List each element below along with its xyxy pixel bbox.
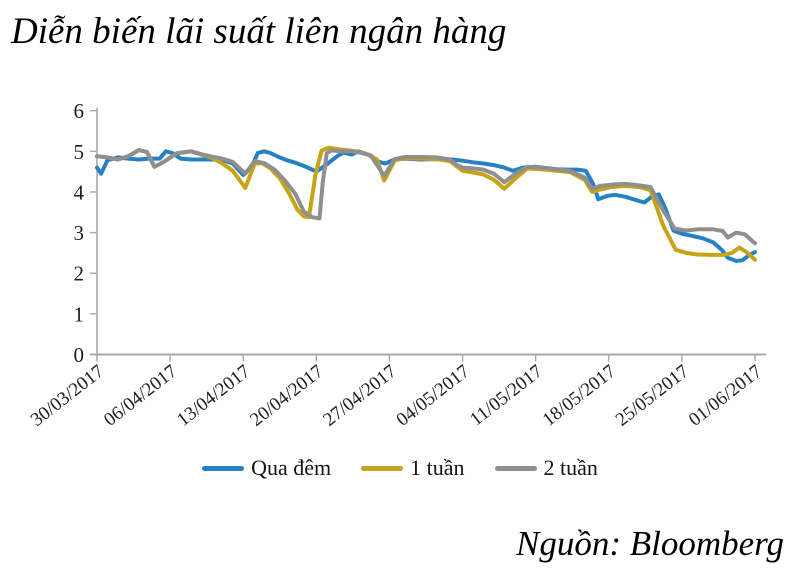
- chart-title: Diễn biến lãi suất liên ngân hàng: [11, 11, 507, 52]
- legend-swatch-2-tuan: [494, 465, 537, 471]
- series-line-2-tuan: [95, 148, 757, 246]
- x-tick-label: 18/05/2017: [539, 361, 620, 431]
- y-tick-label: 4: [74, 180, 85, 204]
- y-tick-label: 2: [74, 262, 85, 286]
- y-tick-label: 3: [74, 221, 85, 245]
- x-tick-label: 04/05/2017: [392, 361, 473, 431]
- legend-swatch-qua-dem: [202, 465, 245, 471]
- x-tick-label: 30/03/2017: [27, 361, 108, 431]
- legend-label-qua-dem: Qua đêm: [251, 455, 332, 480]
- x-tick-label: 01/06/2017: [685, 361, 766, 431]
- x-tick-label: 20/04/2017: [246, 361, 327, 431]
- line-chart: 0 1 2 3 4 5 6 30/03/201706/04/201713/04/201720/…: [27, 99, 766, 431]
- legend-label-2-tuan: 2 tuần: [543, 455, 598, 480]
- x-tick-label: 06/04/2017: [100, 361, 181, 431]
- legend-item-qua-dem: Qua đêm: [202, 455, 331, 481]
- legend-label-1-tuan: 1 tuần: [410, 455, 465, 480]
- x-tick-labels: 30/03/201706/04/201713/04/201720/04/2017…: [27, 354, 766, 431]
- legend-item-1-tuan: 1 tuần: [361, 455, 465, 481]
- x-tick-label: 13/04/2017: [173, 361, 254, 431]
- y-tick-labels: 0 1 2 3 4 5 6: [74, 99, 97, 367]
- y-tick-label: 0: [74, 343, 85, 367]
- y-tick-label: 6: [74, 99, 85, 123]
- x-tick-label: 27/04/2017: [319, 361, 400, 431]
- legend-swatch-1-tuan: [361, 465, 404, 471]
- legend-item-2-tuan: 2 tuần: [494, 455, 598, 481]
- y-tick-label: 5: [74, 140, 85, 164]
- series-line-1-tuan: [95, 145, 757, 262]
- chart-legend: Qua đêm 1 tuần 2 tuần: [0, 455, 800, 481]
- source-caption: Nguồn: Bloomberg: [516, 524, 784, 563]
- y-tick-label: 1: [74, 302, 85, 326]
- x-tick-label: 11/05/2017: [466, 361, 547, 430]
- x-tick-label: 25/05/2017: [612, 361, 693, 431]
